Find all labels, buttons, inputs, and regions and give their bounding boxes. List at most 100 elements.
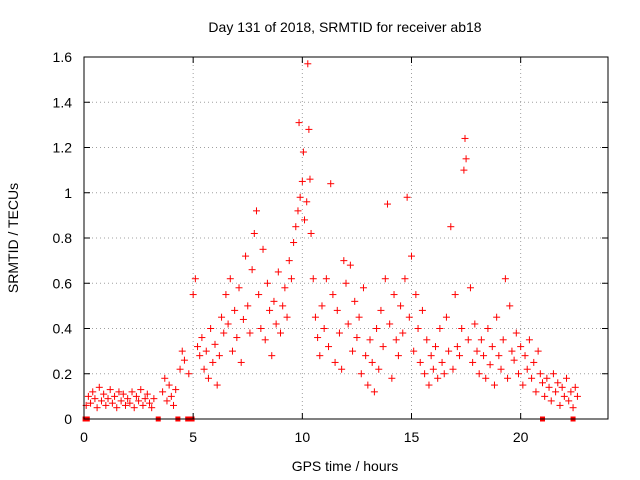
data-point [497, 365, 505, 373]
data-point [279, 302, 287, 310]
data-point [569, 404, 577, 412]
data-point [338, 365, 346, 373]
data-point [244, 302, 252, 310]
data-point [554, 379, 562, 387]
data-point [453, 343, 461, 351]
data-point [484, 325, 492, 332]
data-point [211, 340, 219, 348]
data-point [506, 302, 514, 310]
data-point [146, 399, 153, 407]
data-point [427, 352, 435, 360]
data-point [233, 334, 241, 342]
data-point [304, 60, 312, 68]
y-axis-ticks: 0 0.2 0.4 0.6 0.8 1 1.2 1.4 1.6 [53, 49, 608, 427]
x-tick-label: 15 [404, 429, 420, 445]
data-point [178, 347, 186, 355]
data-point [473, 347, 481, 355]
data-point [458, 325, 466, 332]
data-point [462, 155, 470, 163]
data-point [368, 358, 376, 366]
data-point [124, 395, 132, 403]
data-point [477, 336, 485, 344]
data-point [460, 166, 468, 174]
data-point [306, 175, 314, 183]
data-point [259, 245, 267, 253]
y-tick-label: 0.6 [53, 275, 73, 291]
data-point [397, 302, 405, 310]
data-point [194, 343, 202, 351]
y-tick-label: 1.4 [53, 94, 73, 110]
data-point [290, 239, 298, 247]
y-tick-label: 1.6 [53, 49, 73, 65]
data-point [346, 261, 354, 269]
data-point [246, 329, 254, 337]
data-point [558, 383, 566, 391]
grid [84, 57, 608, 419]
data-point [560, 392, 568, 400]
data-point [512, 329, 520, 337]
data-point [198, 334, 206, 342]
data-point [185, 370, 193, 378]
data-point [121, 401, 129, 409]
data-point [113, 404, 121, 412]
data-point [386, 320, 394, 328]
data-point [421, 370, 429, 378]
data-point [287, 275, 295, 283]
data-point [493, 313, 501, 321]
data-point [150, 395, 158, 403]
data-point [351, 297, 359, 305]
data-point [539, 379, 546, 387]
data-point [381, 275, 389, 283]
data-point [412, 291, 420, 299]
data-point [440, 370, 448, 378]
data-point [519, 381, 527, 389]
data-point [167, 392, 175, 400]
data-point [403, 193, 411, 201]
data-point [163, 397, 171, 405]
data-point [307, 229, 315, 237]
data-point [263, 279, 271, 287]
data-point [311, 313, 319, 321]
data-point [573, 392, 581, 400]
data-point [349, 347, 357, 355]
chart-title: Day 131 of 2018, SRMTID for receiver ab1… [208, 19, 481, 35]
data-point [434, 374, 442, 382]
data-point [379, 343, 387, 351]
data-point [445, 347, 453, 355]
data-point [135, 397, 143, 405]
data-point [100, 390, 108, 398]
data-point [215, 352, 223, 360]
data-point [294, 207, 302, 215]
x-tick-label: 10 [295, 429, 311, 445]
data-point [139, 401, 147, 409]
data-point [213, 381, 221, 389]
data-point [418, 306, 426, 314]
data-point [327, 180, 335, 188]
data-point [370, 388, 378, 396]
y-axis-label: SRMTID / TECUs [5, 183, 21, 293]
data-point [231, 306, 239, 314]
data-point [89, 388, 97, 396]
data-point [423, 336, 431, 344]
data-point [97, 397, 105, 405]
data-point [252, 207, 260, 215]
x-axis-label: GPS time / hours [292, 458, 399, 474]
data-point [490, 381, 498, 389]
data-point [495, 352, 503, 360]
data-point [128, 388, 136, 396]
data-point [530, 358, 538, 366]
data-point [255, 291, 263, 299]
data-point [565, 397, 573, 405]
data-point [425, 381, 433, 389]
data-point [268, 352, 276, 360]
data-point [525, 336, 533, 344]
data-point [475, 370, 483, 378]
data-point [207, 325, 215, 332]
data-point [222, 291, 230, 299]
data-point [510, 356, 518, 364]
data-point [353, 334, 361, 342]
data-point [377, 306, 385, 314]
data-point [392, 336, 400, 344]
data-point [486, 361, 494, 369]
data-point [556, 401, 564, 409]
